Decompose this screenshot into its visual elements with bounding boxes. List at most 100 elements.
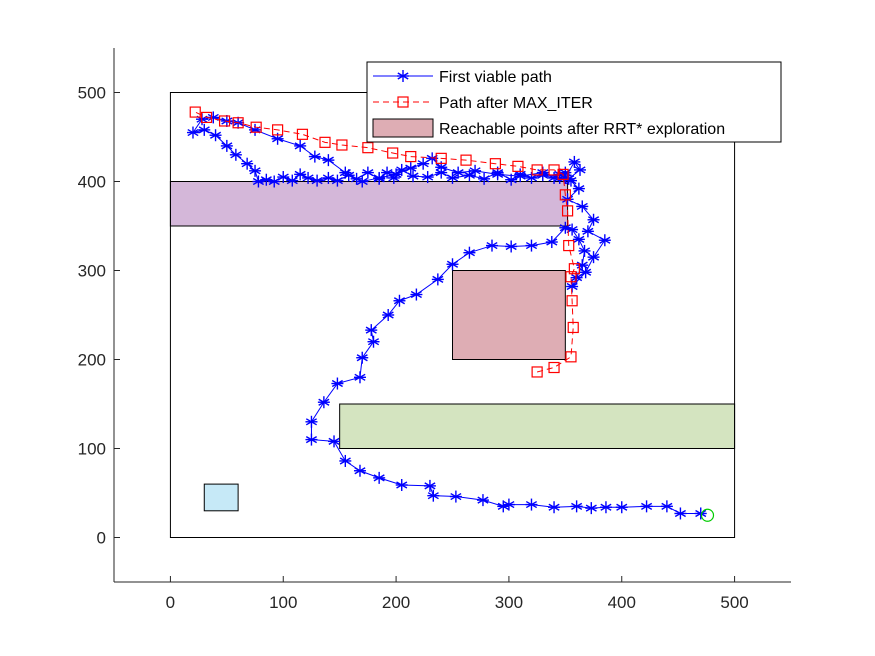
- series-1-point-34: [446, 258, 459, 271]
- legend-entry-2: Path after MAX_ITER: [373, 95, 593, 112]
- obstacle-2: [452, 270, 566, 360]
- series-1-point-37: [505, 240, 518, 253]
- series-2-point-23: [296, 128, 309, 140]
- axes-layer: 0 100 200 300 400 500 0 100 200 300 400 500: [78, 48, 791, 612]
- series-1-point-88: [249, 164, 262, 177]
- series-2-point-1: [531, 366, 543, 378]
- series-1-point-9: [548, 501, 561, 514]
- series-1-point-7: [585, 502, 598, 515]
- obstacle-1: [169, 181, 569, 227]
- y-tick-label-200: 200: [78, 351, 106, 370]
- series-1-point-42: [572, 233, 585, 246]
- series-1-point-22: [305, 433, 318, 446]
- legend-label-2: Path after MAX_ITER: [439, 95, 593, 112]
- series-1-point-89: [241, 157, 254, 170]
- legend-entry-1: First viable path: [373, 69, 552, 86]
- obstacle-4: [203, 483, 239, 512]
- series-1-point-8: [570, 500, 583, 513]
- y-tick-label-400: 400: [78, 173, 106, 192]
- series-1-point-3: [660, 500, 673, 513]
- legend-entry-3: Reachable points after RRT* exploration: [372, 118, 725, 138]
- series-1-point-70: [407, 170, 420, 183]
- x-tick-label-300: 300: [495, 593, 523, 612]
- series-1-point-48: [587, 251, 600, 264]
- series-1-point-56: [574, 163, 587, 176]
- series-1-point-30: [382, 309, 395, 321]
- series-1-point-108: [404, 162, 417, 175]
- series-1-point-23: [305, 415, 318, 428]
- series-1-point-47: [579, 266, 592, 279]
- y-tick-label-0: 0: [97, 529, 106, 548]
- series-1-point-13: [476, 494, 489, 507]
- series-2-point-2: [548, 361, 560, 374]
- series-1-point-38: [525, 239, 538, 252]
- series-line-2: [195, 111, 575, 373]
- series-1-point-65: [478, 172, 491, 185]
- series-1-point-105: [356, 175, 369, 188]
- series-1-point-101: [294, 139, 307, 152]
- series-1-point-104: [339, 166, 352, 179]
- series-1-point-90: [229, 148, 242, 161]
- series-1-point-69: [421, 171, 434, 184]
- series-1-point-49: [598, 234, 611, 247]
- series-2-point-6: [565, 271, 577, 283]
- series-2-point-4: [567, 321, 579, 334]
- series-1-point-100: [271, 132, 284, 145]
- obstacle-3: [339, 403, 736, 449]
- y-tick-label-500: 500: [78, 84, 106, 103]
- x-tick-label-0: 0: [166, 593, 175, 612]
- series-1-point-54: [572, 182, 585, 195]
- series-1-point-94: [186, 126, 199, 139]
- series-1-point-82: [294, 168, 307, 181]
- series-1-point-112: [452, 166, 465, 179]
- series-1-point-24: [317, 396, 330, 409]
- series-1-point-31: [393, 294, 406, 307]
- series-1-point-67: [446, 171, 459, 184]
- series-1-point-93: [198, 123, 211, 136]
- series-1-point-17: [395, 478, 408, 491]
- series-layer: [186, 106, 707, 520]
- series-2-point-8: [563, 239, 575, 252]
- series-2-point-24: [272, 124, 284, 136]
- legend-marker-2: [397, 96, 409, 108]
- series-1-point-75: [361, 166, 374, 179]
- series-1-point-84: [277, 171, 290, 184]
- legend-layer: First viable path Path after MAX_ITER Reac…: [366, 61, 782, 143]
- series-1-point-111: [435, 161, 448, 174]
- goal-marker: [700, 508, 715, 522]
- series-1-point-2: [674, 507, 687, 520]
- series-2-point-29: [189, 106, 201, 118]
- series-1-point-19: [353, 464, 366, 477]
- series-1-point-32: [410, 288, 423, 301]
- series-1-point-107: [390, 168, 403, 181]
- x-tick-label-500: 500: [720, 593, 748, 612]
- series-2-point-7: [568, 263, 580, 275]
- y-tick-label-300: 300: [78, 262, 106, 281]
- series-1-point-14: [449, 490, 462, 503]
- series-1-point-91: [220, 139, 233, 152]
- series-2-point-27: [218, 115, 231, 127]
- series-1-point-83: [286, 174, 299, 187]
- series-2-point-3: [565, 351, 577, 363]
- series-2-point-15: [489, 158, 501, 170]
- legend-box: [366, 61, 782, 143]
- legend-patch-3: [372, 118, 434, 138]
- series-2-point-18: [405, 150, 417, 163]
- x-tick-label-400: 400: [608, 593, 636, 612]
- series-2-point-20: [362, 142, 374, 154]
- series-1-point-21: [328, 435, 341, 448]
- series-1-point-26: [353, 371, 366, 384]
- series-1-point-109: [417, 157, 430, 170]
- series-1-point-52: [576, 200, 589, 213]
- series-1-point-63: [505, 173, 518, 186]
- series-1-point-25: [331, 377, 344, 390]
- series-2-point-28: [200, 111, 213, 124]
- series-2-point-16: [460, 154, 472, 166]
- series-2-point-25: [250, 121, 262, 133]
- series-2-point-17: [435, 152, 447, 164]
- series-1-point-16: [423, 479, 436, 492]
- series-1-point-79: [322, 171, 335, 184]
- series-1-point-28: [367, 335, 380, 348]
